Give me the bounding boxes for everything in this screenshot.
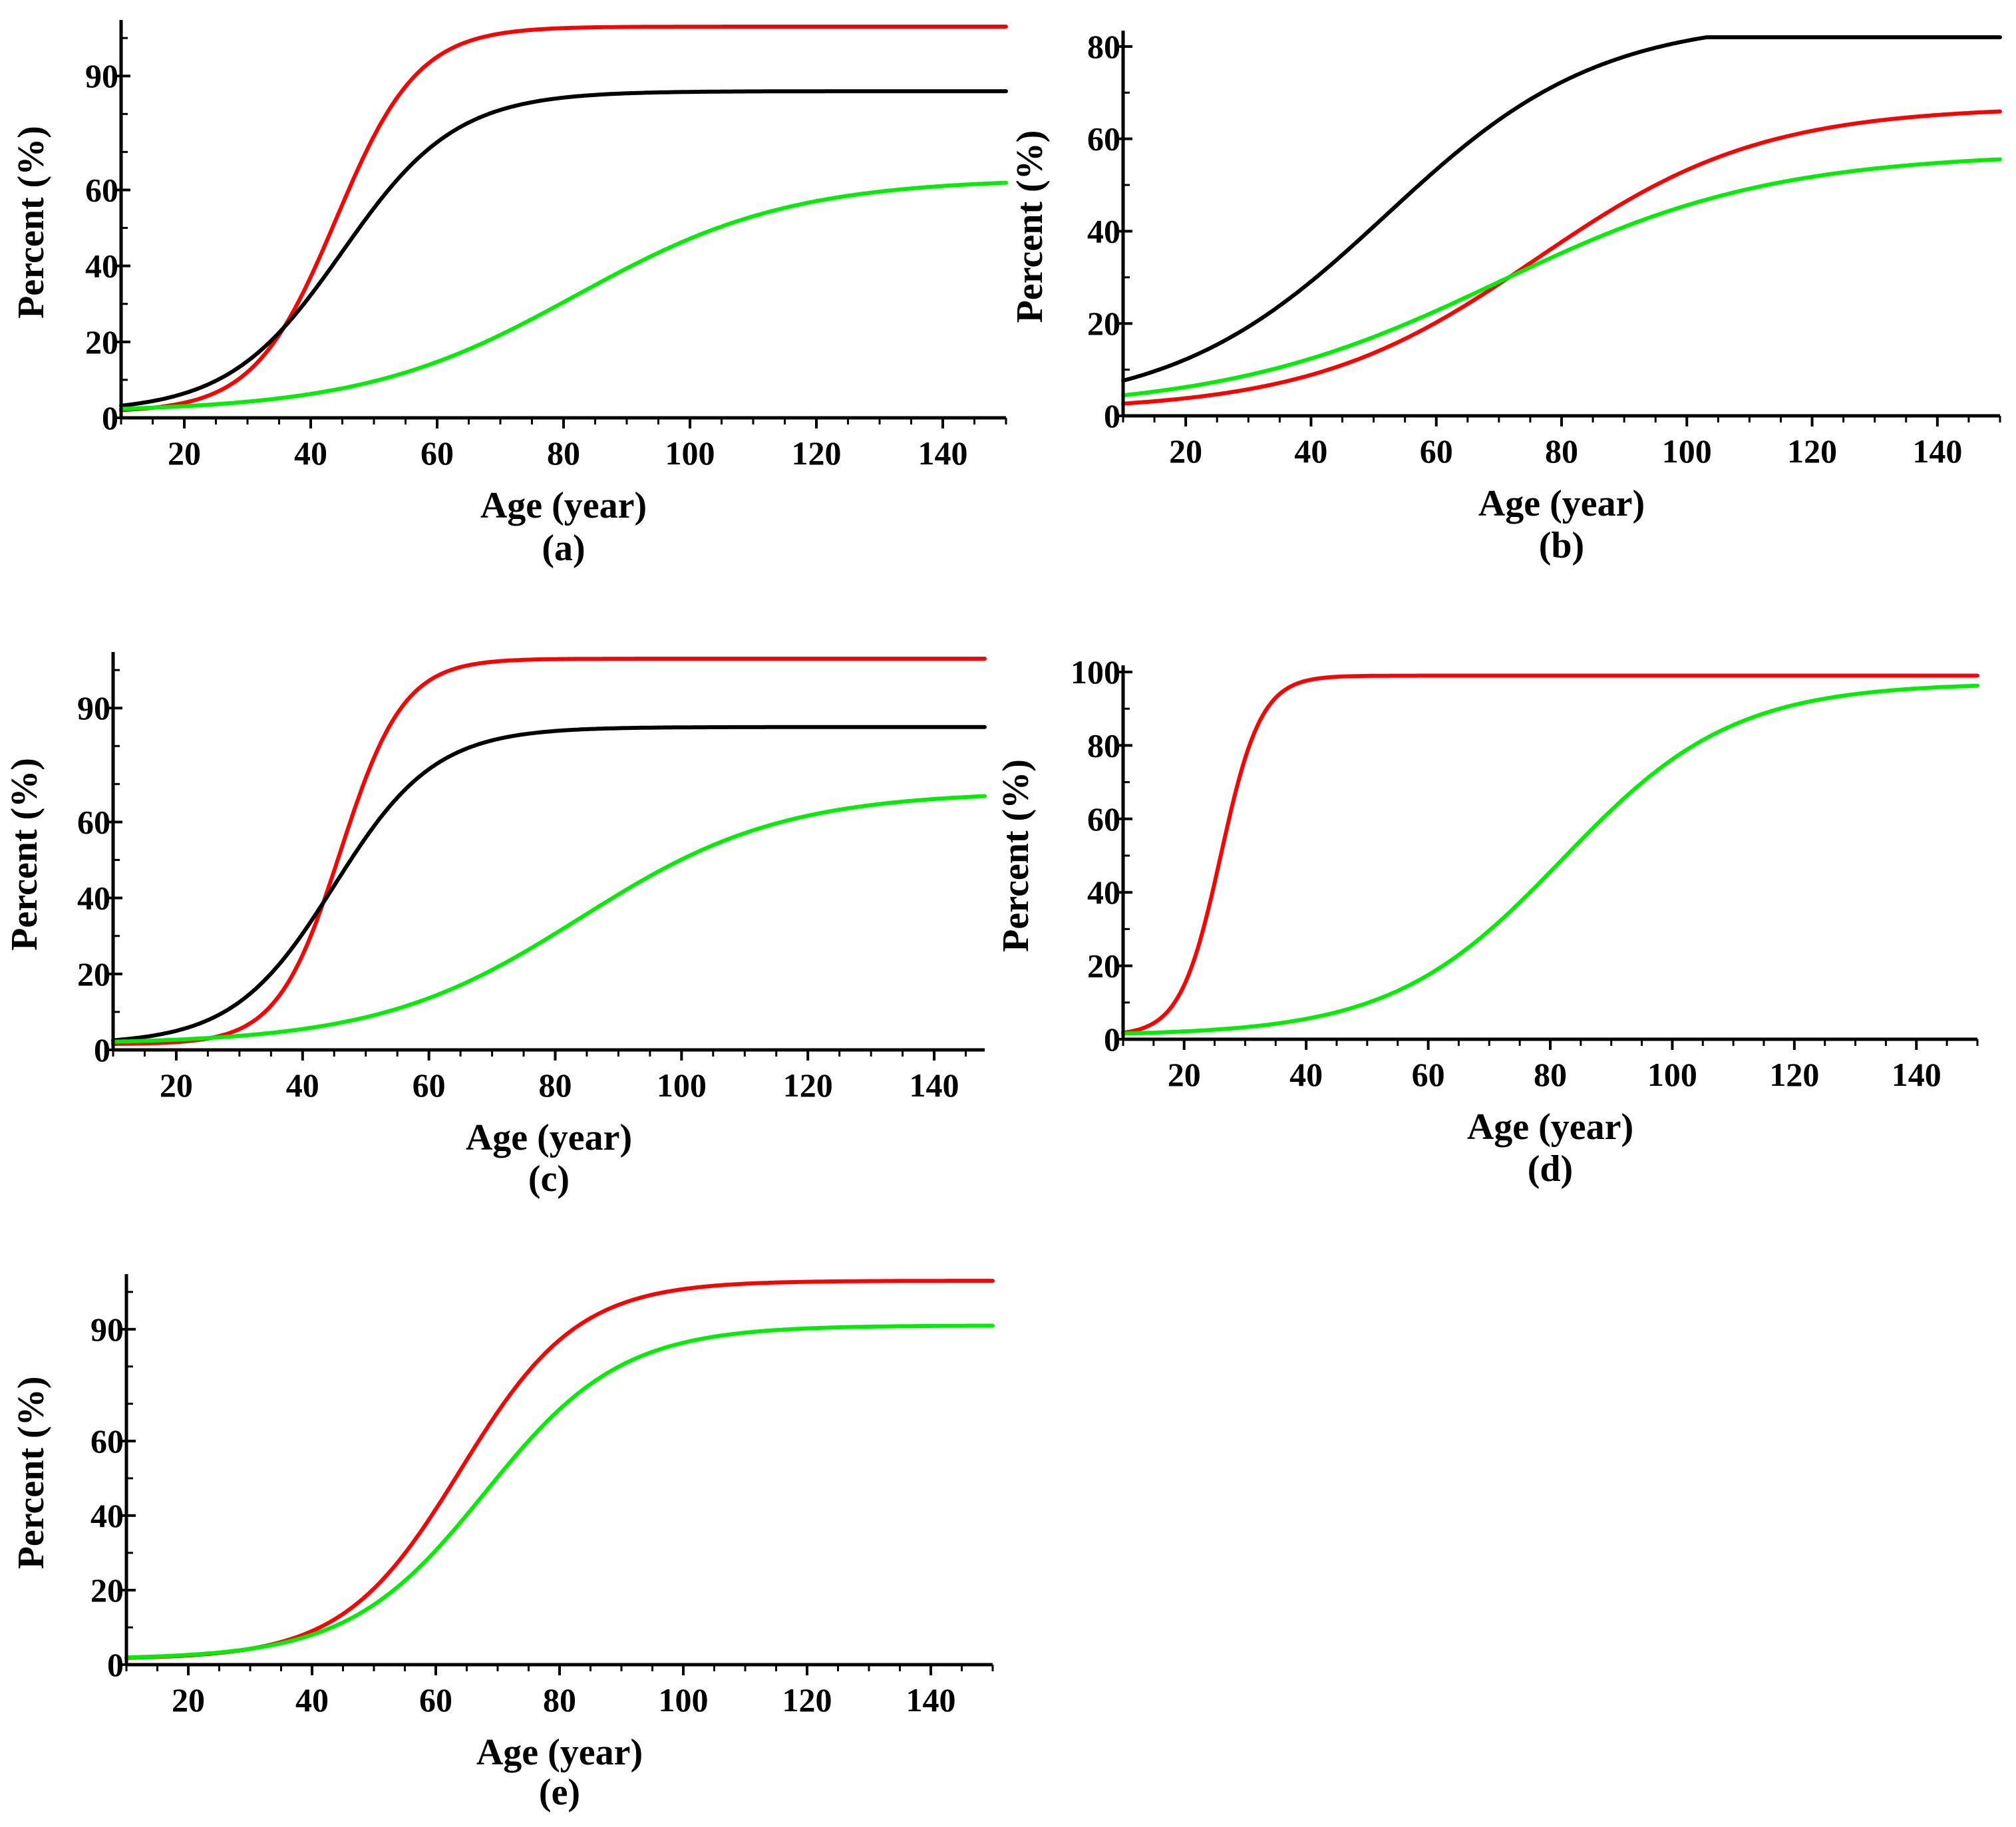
y-tick-label: 20: [1087, 947, 1120, 985]
x-tick-label: 60: [419, 1681, 452, 1719]
x-tick-label: 120: [782, 1681, 832, 1719]
x-tick-label: 100: [659, 1681, 709, 1719]
y-tick-label: 90: [77, 689, 110, 727]
series-line-black: [1121, 35, 2002, 383]
x-tick-label: 100: [1647, 1056, 1697, 1093]
y-tick-label: 20: [90, 1572, 124, 1609]
x-tick-label: 140: [910, 1067, 959, 1104]
x-tick-label: 60: [413, 1067, 446, 1104]
panel-caption: (e): [539, 1772, 580, 1813]
series-line-black: [111, 725, 987, 1043]
x-axis-label: Age (year): [1467, 1106, 1633, 1148]
y-tick-label: 40: [77, 880, 110, 917]
series-line-red: [1121, 673, 1979, 1035]
y-tick-label: 0: [1104, 1021, 1120, 1058]
x-tick-label: 80: [1534, 1056, 1567, 1093]
x-tick-label: 140: [1912, 432, 1962, 470]
y-tick-label: 60: [1087, 120, 1120, 158]
y-tick-label: 0: [1104, 397, 1120, 434]
y-axis-label: Percent (%): [1009, 130, 1051, 323]
chart-panel-d: 20 40 60 80 100 120 140 0 20 40 60 80 100 Age (year) P…: [995, 653, 1979, 1190]
panel-caption: (b): [1539, 525, 1584, 566]
y-tick-label: 60: [1087, 800, 1120, 838]
series-line-red: [119, 25, 1008, 413]
y-tick-label: 40: [1087, 874, 1120, 911]
series-line-red: [1121, 109, 2002, 406]
y-tick-label: 0: [107, 1646, 124, 1683]
x-tick-label: 60: [420, 434, 454, 472]
y-tick-label: 60: [77, 803, 110, 840]
y-axis-label: Percent (%): [995, 759, 1037, 952]
x-tick-label: 20: [1169, 432, 1202, 470]
x-tick-label: 100: [665, 434, 715, 472]
x-tick-label: 140: [1892, 1056, 1941, 1093]
panel-caption: (c): [528, 1158, 570, 1200]
x-tick-label: 80: [1545, 432, 1578, 470]
x-axis-label: Age (year): [476, 1732, 643, 1773]
y-tick-label: 60: [85, 171, 118, 208]
series-line-green: [124, 1323, 995, 1659]
x-axis-label: Age (year): [480, 485, 647, 526]
y-tick-label: 80: [1087, 28, 1120, 65]
y-tick-label: 0: [102, 399, 118, 436]
y-axis-label: Percent (%): [11, 126, 52, 319]
x-axis-label: Age (year): [1478, 483, 1645, 524]
x-tick-label: 120: [792, 434, 842, 472]
x-tick-label: 80: [543, 1681, 576, 1719]
series-line-black: [119, 89, 1008, 408]
x-tick-label: 120: [1787, 432, 1837, 470]
y-tick-label: 20: [85, 323, 118, 361]
y-tick-label: 20: [77, 955, 110, 993]
y-tick-label: 0: [94, 1031, 110, 1069]
panel-caption: (d): [1528, 1148, 1573, 1190]
x-tick-label: 40: [294, 434, 327, 472]
y-tick-label: 80: [1087, 727, 1120, 764]
y-tick-label: 90: [90, 1311, 124, 1348]
y-tick-label: 40: [85, 248, 118, 285]
series-line-green: [1121, 683, 1979, 1036]
y-axis-label: Percent (%): [11, 1377, 52, 1570]
chart-panel-b: 20 40 60 80 100 120 140 0 20 40 60 80 Age (year) Perc…: [1009, 28, 2002, 566]
x-tick-label: 60: [1412, 1056, 1445, 1093]
y-tick-label: 40: [1087, 212, 1120, 249]
series-line-green: [1121, 157, 2002, 398]
series-line-green: [119, 180, 1008, 411]
series-line-red: [111, 657, 987, 1046]
x-tick-label: 140: [906, 1681, 956, 1719]
series-line-green: [111, 794, 987, 1044]
x-tick-label: 40: [1289, 1056, 1323, 1093]
x-tick-label: 40: [295, 1681, 329, 1719]
x-tick-label: 80: [547, 434, 580, 472]
x-tick-label: 20: [160, 1067, 193, 1104]
x-tick-label: 40: [1294, 432, 1327, 470]
x-tick-label: 140: [918, 434, 968, 472]
x-tick-label: 120: [783, 1067, 833, 1104]
series-line-red: [124, 1279, 995, 1660]
y-tick-label: 20: [1087, 305, 1120, 342]
x-tick-label: 20: [168, 434, 201, 472]
x-tick-label: 20: [1168, 1056, 1201, 1093]
chart-panel-e: 20 40 60 80 100 120 140 0 20 40 60 90 Age (year) Perc…: [11, 1274, 995, 1813]
chart-panel-c: 20 40 60 80 100 120 140 0 20 40 60 90 Age (year) Perc…: [4, 652, 987, 1200]
x-tick-label: 120: [1769, 1056, 1819, 1093]
x-tick-label: 80: [538, 1067, 572, 1104]
x-tick-label: 100: [657, 1067, 707, 1104]
y-tick-label: 60: [90, 1422, 124, 1460]
chart-panel-a: 20 40 60 80 100 120 140 0 20 40 60 90 Age (year) Perc…: [11, 20, 1008, 569]
y-tick-label: 40: [90, 1497, 124, 1534]
x-tick-label: 20: [172, 1681, 205, 1719]
x-axis-label: Age (year): [466, 1117, 632, 1158]
x-tick-label: 40: [286, 1067, 319, 1104]
y-axis-label: Percent (%): [4, 758, 45, 951]
x-tick-label: 100: [1662, 432, 1712, 470]
y-tick-label: 90: [85, 57, 118, 94]
x-tick-label: 60: [1420, 432, 1453, 470]
panel-caption: (a): [542, 528, 585, 569]
y-tick-label: 100: [1071, 653, 1120, 691]
